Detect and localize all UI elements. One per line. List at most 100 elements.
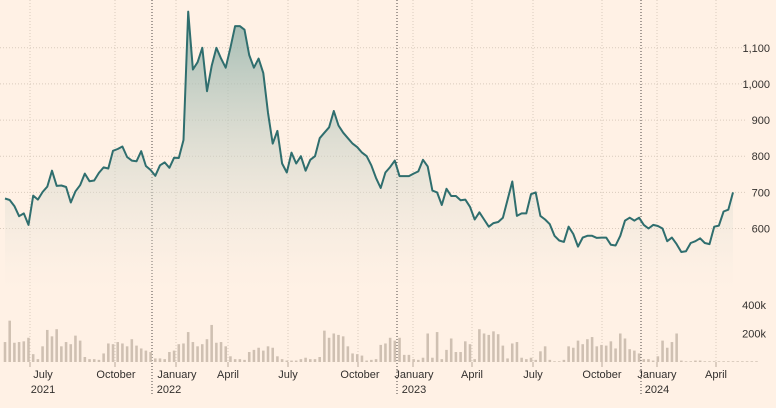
volume-bar [144,350,148,362]
volume-bar [750,361,754,362]
volume-bar [262,350,265,362]
volume-bar [623,338,627,362]
volume-bar [31,354,35,362]
y-tick-label: 1,100 [742,43,770,55]
volume-bar [689,361,693,362]
volume-bar [398,337,401,362]
volume-bar [468,344,472,362]
volume-bar [243,359,246,362]
volume-bar [172,350,176,362]
volume-bar [501,345,505,362]
volume-bar [92,359,96,362]
y-tick-label: 700 [752,187,770,199]
y-tick-label: 600 [752,224,770,236]
volume-bar [708,361,711,362]
volume-bar [233,359,237,362]
y-tick-label: 800 [752,151,770,163]
volume-bar [210,324,213,362]
volume-bar [158,358,162,362]
price-series-line [4,10,734,253]
volume-bar [595,346,599,362]
volume-bar [529,357,533,362]
volume-bar [323,330,326,362]
volume-bar [402,354,406,362]
volume-bar [661,340,664,362]
volume-bar [553,361,556,362]
volume-bar [168,352,171,362]
volume-bar [407,354,411,362]
volume-bar [459,352,462,362]
volume-bar [473,359,476,362]
volume-bar [304,357,307,362]
volume-bar [116,342,120,362]
volume-bar [355,354,359,362]
volume-bar [684,361,688,362]
volume-bar [135,345,138,362]
x-month-label: October [582,369,621,381]
volume-bar [219,342,223,362]
volume-bar [337,334,340,362]
x-year-label: 2024 [645,384,669,396]
x-month-label: October [340,369,379,381]
volume-bar [45,329,49,362]
volume-bar [581,344,584,362]
volume-bar [191,342,195,362]
volume-bar [374,359,378,362]
volume-bar [139,348,143,362]
volume-bar [520,357,523,362]
volume-bar [125,346,129,362]
volume-bar [449,338,453,362]
volume-bar [111,344,115,362]
volume-bar [600,344,603,362]
volume-bar [97,359,101,362]
volume-bar [50,336,54,362]
volume-bar [280,359,284,362]
x-month-label: April [705,369,727,381]
volume-bar [360,355,364,362]
volume-bar [370,359,373,362]
volume-bar [539,351,542,362]
volume-bar [238,359,242,362]
volume-bar [548,359,552,362]
volume-bar [609,341,613,362]
volume-bar [722,361,725,362]
volume-bar [271,347,274,362]
volume-bar [731,361,735,362]
volume-bar [736,361,739,362]
volume-bar [149,352,152,362]
volume-bar [745,361,749,362]
volume-bar [182,343,185,362]
volume-bar [22,341,26,362]
x-year-label: 2021 [31,384,55,396]
volume-bar [130,339,134,362]
volume-bar [55,329,58,362]
volume-bar [74,335,77,362]
volume-bar [482,333,486,362]
volume-bar [64,342,68,362]
volume-bar [647,359,650,362]
volume-bar [154,358,157,362]
volume-bar [543,346,547,362]
volume-bar [309,359,312,362]
volume-bar [557,361,561,362]
volume-bar [257,347,260,362]
volume-bar [17,342,21,362]
volume-bar [651,360,655,362]
x-month-label: July [33,369,53,381]
volume-bar [642,359,646,362]
x-month-label: January [394,369,434,381]
volume-bar [388,337,392,362]
volume-bar [431,357,434,362]
volume-bar [294,360,298,362]
volume-bar [318,357,321,362]
x-year-label: 2023 [402,384,426,396]
volume-bar [88,359,91,362]
volume-bar [412,359,415,362]
volume-bar [266,346,270,362]
x-month-label: October [96,369,135,381]
volume-bar [384,343,387,362]
x-month-label: April [217,369,239,381]
volume-bar [478,329,481,362]
volume-bar [121,343,124,362]
